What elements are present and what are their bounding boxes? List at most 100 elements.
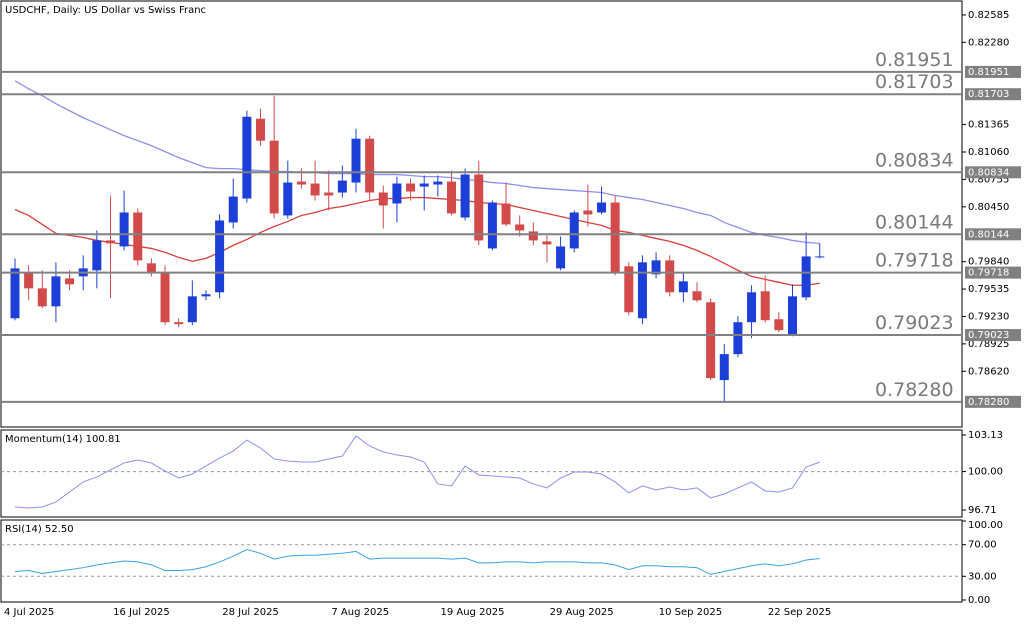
y-tick-label: 103.13 — [968, 430, 1003, 441]
candle-body — [474, 174, 484, 241]
candle-body — [433, 181, 443, 185]
candle-body — [528, 231, 538, 241]
candle-body — [692, 291, 702, 301]
y-tick-label: 70.00 — [968, 540, 997, 551]
candle-body — [597, 202, 607, 213]
candle-body — [174, 322, 184, 325]
level-axis-box — [965, 329, 1021, 342]
y-tick-label: 0.79535 — [968, 284, 1009, 295]
level-axis-label: 0.81703 — [968, 89, 1009, 100]
candle-body — [501, 203, 511, 225]
candle-body — [610, 202, 620, 273]
y-tick-label: 0.80755 — [968, 174, 1009, 185]
level-axis-box — [965, 65, 1021, 78]
rsi-title: RSI(14) 52.50 — [5, 524, 74, 535]
level-label: 0.78280 — [875, 379, 954, 401]
y-tick-label: 0.81060 — [968, 147, 1009, 158]
moving-average — [14, 196, 820, 286]
candle-body — [215, 220, 225, 293]
y-tick-label: 96.71 — [968, 505, 997, 516]
candle-body — [201, 294, 211, 297]
candle-body — [296, 181, 306, 185]
candle-body — [228, 196, 238, 223]
candle-body — [774, 319, 784, 331]
candle-body — [446, 181, 456, 214]
y-tick-label: 100.00 — [968, 467, 1003, 478]
level-axis-label: 0.79023 — [968, 330, 1009, 341]
candle-body — [733, 322, 743, 355]
candle-body — [706, 302, 716, 379]
candle-body — [787, 296, 797, 335]
candle-body — [119, 212, 129, 247]
candle-body — [392, 183, 402, 204]
x-tick-label: 16 Jul 2025 — [113, 607, 170, 618]
candle-body — [92, 240, 102, 271]
x-tick-label: 10 Sep 2025 — [659, 607, 722, 618]
momentum-title: Momentum(14) 100.81 — [5, 434, 121, 445]
y-tick-label: 0.82585 — [968, 10, 1009, 21]
level-label: 0.81951 — [875, 49, 954, 71]
candle-body — [378, 192, 388, 206]
x-tick-label: 19 Aug 2025 — [440, 607, 504, 618]
candle-body — [37, 288, 47, 307]
candle-body — [637, 262, 647, 319]
candle-body — [460, 174, 470, 218]
candle-body — [256, 118, 266, 141]
candle-body — [269, 140, 279, 214]
candle-body — [419, 183, 429, 187]
x-tick-label: 22 Sep 2025 — [768, 607, 831, 618]
candle-body — [760, 291, 770, 321]
candle-body — [556, 246, 566, 269]
y-tick-label: 0.78620 — [968, 366, 1009, 377]
level-axis-box — [965, 266, 1021, 279]
candle-body — [160, 272, 170, 323]
candle-body — [146, 263, 156, 273]
candle-body — [665, 260, 675, 293]
level-label: 0.80144 — [875, 211, 954, 233]
rsi-panel — [0, 519, 963, 603]
level-axis-box — [965, 228, 1021, 241]
candle-body — [515, 224, 525, 231]
indicator-line — [14, 548, 820, 575]
candle-body — [583, 210, 593, 215]
candle-body — [10, 268, 20, 319]
y-tick-label: 30.00 — [968, 571, 997, 582]
candle-body — [51, 276, 61, 307]
candle-body — [283, 182, 293, 216]
level-axis-label: 0.78280 — [968, 397, 1009, 408]
candle-body — [105, 240, 115, 244]
y-tick-label: 0.79230 — [968, 311, 1009, 322]
level-axis-box — [965, 88, 1021, 101]
level-axis-label: 0.80834 — [968, 167, 1009, 178]
level-axis-label: 0.80144 — [968, 229, 1009, 240]
candle-body — [624, 266, 634, 313]
momentum-panel — [0, 429, 963, 518]
candle-body — [65, 278, 75, 285]
candle-body — [801, 256, 811, 298]
y-tick-label: 0.80450 — [968, 202, 1009, 213]
y-tick-label: 0.79840 — [968, 257, 1009, 268]
y-tick-label: 0.81365 — [968, 120, 1009, 131]
chart-title: USDCHF, Daily: US Dollar vs Swiss Franc — [5, 5, 206, 16]
indicator-line — [14, 435, 820, 509]
y-tick-label: 100.00 — [968, 520, 1003, 531]
candle-body — [487, 202, 497, 249]
level-label: 0.79718 — [875, 250, 954, 272]
candle-body — [337, 180, 347, 193]
level-axis-box — [965, 166, 1021, 179]
x-tick-label: 7 Aug 2025 — [331, 607, 389, 618]
candle-body — [542, 241, 552, 245]
level-axis-label: 0.81951 — [968, 67, 1009, 78]
candle-body — [406, 183, 416, 192]
candle-body — [719, 354, 729, 381]
candle-body — [24, 272, 34, 289]
y-tick-label: 0.00 — [968, 595, 990, 606]
x-tick-label: 4 Jul 2025 — [4, 607, 54, 618]
candle-body — [678, 281, 688, 293]
y-tick-label: 0.82280 — [968, 37, 1009, 48]
moving-average — [14, 80, 820, 245]
x-tick-label: 28 Jul 2025 — [222, 607, 279, 618]
candle-body — [133, 212, 143, 261]
level-axis-label: 0.79718 — [968, 268, 1009, 279]
